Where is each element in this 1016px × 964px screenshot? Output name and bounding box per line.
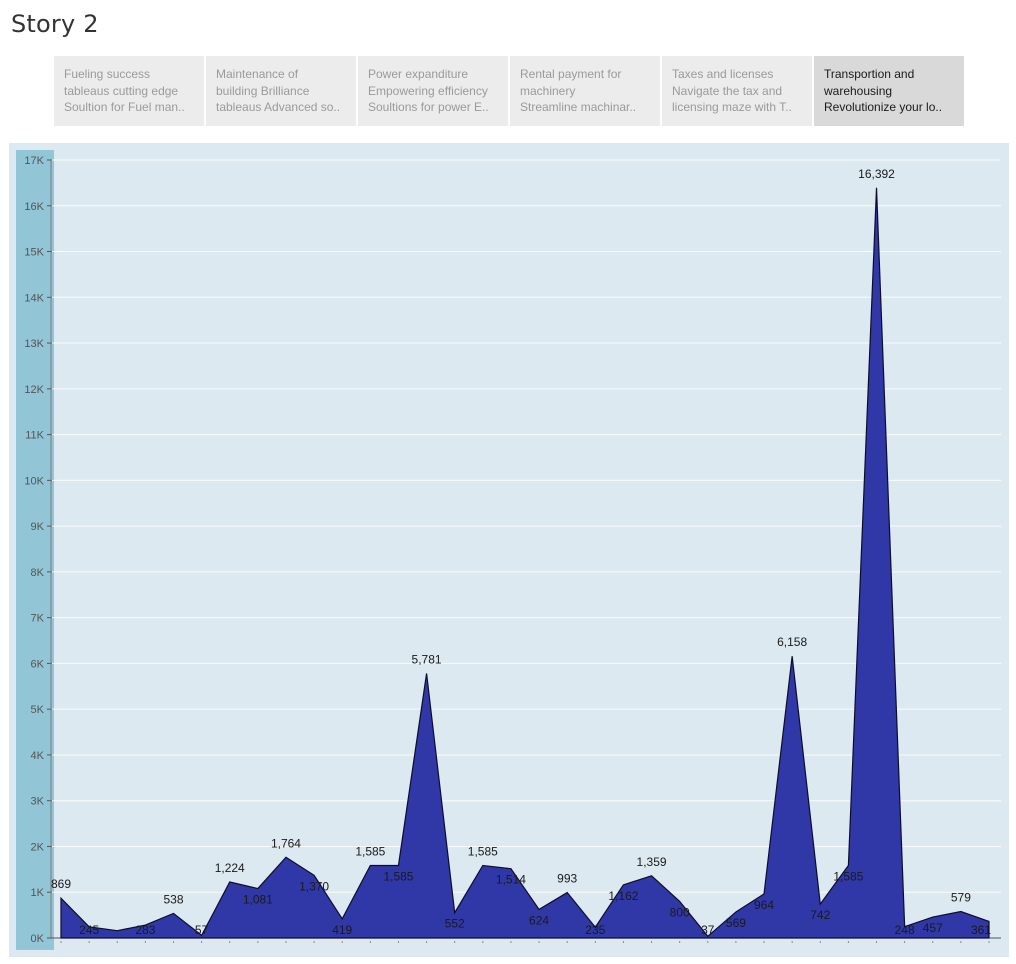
story-tab-5-line-2: Navigate the tax and <box>672 83 783 98</box>
story-tab-6-line-3: Revolutionize your lo.. <box>824 100 943 114</box>
story-tab-3-line-1: Power expanditure <box>368 67 469 81</box>
y-tick-label: 3K <box>31 796 45 808</box>
y-tick-label: 4K <box>31 750 45 762</box>
data-label: 869 <box>51 877 71 891</box>
story-tab-3-line-2: Empowering efficiency <box>368 83 488 98</box>
story-tab-1[interactable]: Fueling success tableaus cutting edge Soul… <box>54 56 204 126</box>
data-label: 16,392 <box>858 167 895 181</box>
story-tab-4-line-3: Streamline machinar.. <box>520 100 637 114</box>
y-tick-label: 0K <box>31 933 45 945</box>
story-tab-6-line-1: Transportion and <box>824 67 915 81</box>
story-tab-6[interactable]: Transportion and warehousing Revolutionize… <box>814 56 964 126</box>
story-tab-1-line-2: tableaus cutting edge <box>64 83 179 98</box>
story-tab-5[interactable]: Taxes and licenses Navigate the tax and li… <box>662 56 812 126</box>
y-tick-label: 16K <box>24 201 44 213</box>
data-label: 248 <box>895 923 915 937</box>
data-label: 419 <box>332 923 352 937</box>
story-tab-1-line-3: Soultion for Fuel man.. <box>64 100 185 114</box>
y-tick-label: 7K <box>31 613 45 625</box>
y-tick-label: 9K <box>31 521 45 533</box>
data-label: 235 <box>585 923 605 937</box>
data-label: 569 <box>726 916 746 930</box>
story-tab-1-line-1: Fueling success <box>64 67 151 81</box>
data-label: 552 <box>445 917 465 931</box>
data-label: 1,514 <box>496 873 526 887</box>
y-tick-label: 11K <box>25 430 44 442</box>
data-label: 624 <box>529 913 549 927</box>
story-tab-4-line-1: Rental payment for <box>520 67 622 81</box>
y-tick-label: 15K <box>24 247 44 259</box>
story-tab-3[interactable]: Power expanditure Empowering efficiency So… <box>358 56 508 126</box>
story-tab-2-line-1: Maintenance of <box>216 67 299 81</box>
y-tick-label: 17K <box>24 155 44 167</box>
data-label: 800 <box>670 905 690 919</box>
data-label: 1,585 <box>468 844 498 858</box>
data-label: 579 <box>951 891 971 905</box>
y-tick-label: 8K <box>31 567 45 579</box>
area-series <box>60 187 990 939</box>
data-label: 964 <box>754 898 774 912</box>
data-label: 361 <box>971 923 991 937</box>
data-label: 742 <box>810 908 830 922</box>
data-label: 1,224 <box>215 861 245 875</box>
data-label: 457 <box>923 921 943 935</box>
y-tick-label: 6K <box>31 658 45 670</box>
chart-area: 0K 1K 2K 3K 4K 5K 6K 7K 8K 9K 10K 11K 12K 13K 14K 15K 16… <box>9 143 1009 957</box>
story-tab-6-line-2: warehousing <box>824 83 893 98</box>
story-tab-3-line-3: Soultions for power E.. <box>368 100 489 114</box>
y-tick-label: 2K <box>31 841 45 853</box>
data-label: 1,162 <box>608 889 638 903</box>
data-label: 1,585 <box>355 844 385 858</box>
data-label: 1,370 <box>299 879 329 893</box>
story-tab-2-line-3: tableaus Advanced so.. <box>216 100 341 114</box>
data-label: 1,081 <box>243 893 273 907</box>
data-label: 283 <box>135 923 155 937</box>
story-tab-2[interactable]: Maintenance of building Brilliance tableau… <box>206 56 356 126</box>
data-label: 1,585 <box>833 869 863 883</box>
story-tab-4-line-2: machinery <box>520 83 576 98</box>
y-axis-band <box>16 150 54 950</box>
data-label: 538 <box>163 892 183 906</box>
data-label: 37 <box>701 923 715 937</box>
data-label: 1,764 <box>271 836 301 850</box>
data-label: 993 <box>557 872 577 886</box>
story-title: Story 2 <box>11 10 99 38</box>
data-label: 57 <box>195 923 209 937</box>
story-tab-5-line-1: Taxes and licenses <box>672 67 774 81</box>
y-tick-label: 5K <box>31 704 45 716</box>
y-tick-label: 14K <box>24 292 44 304</box>
y-tick-label: 12K <box>24 384 44 396</box>
story-tab-2-line-2: building Brilliance <box>216 83 310 98</box>
area-chart: 0K 1K 2K 3K 4K 5K 6K 7K 8K 9K 10K 11K 12K 13K 14K 15K 16… <box>24 155 1001 945</box>
y-tick-label: 13K <box>24 338 44 350</box>
data-label: 245 <box>79 923 99 937</box>
story-tab-5-line-3: licensing maze with T.. <box>672 100 792 114</box>
data-label: 5,781 <box>412 652 442 666</box>
data-label: 6,158 <box>777 635 807 649</box>
y-tick-label: 1K <box>31 887 45 899</box>
data-label: 1,585 <box>383 869 413 883</box>
data-label: 1,359 <box>637 855 667 869</box>
story-tab-4[interactable]: Rental payment for machinery Streamline ma… <box>510 56 660 126</box>
y-tick-label: 10K <box>24 475 44 487</box>
